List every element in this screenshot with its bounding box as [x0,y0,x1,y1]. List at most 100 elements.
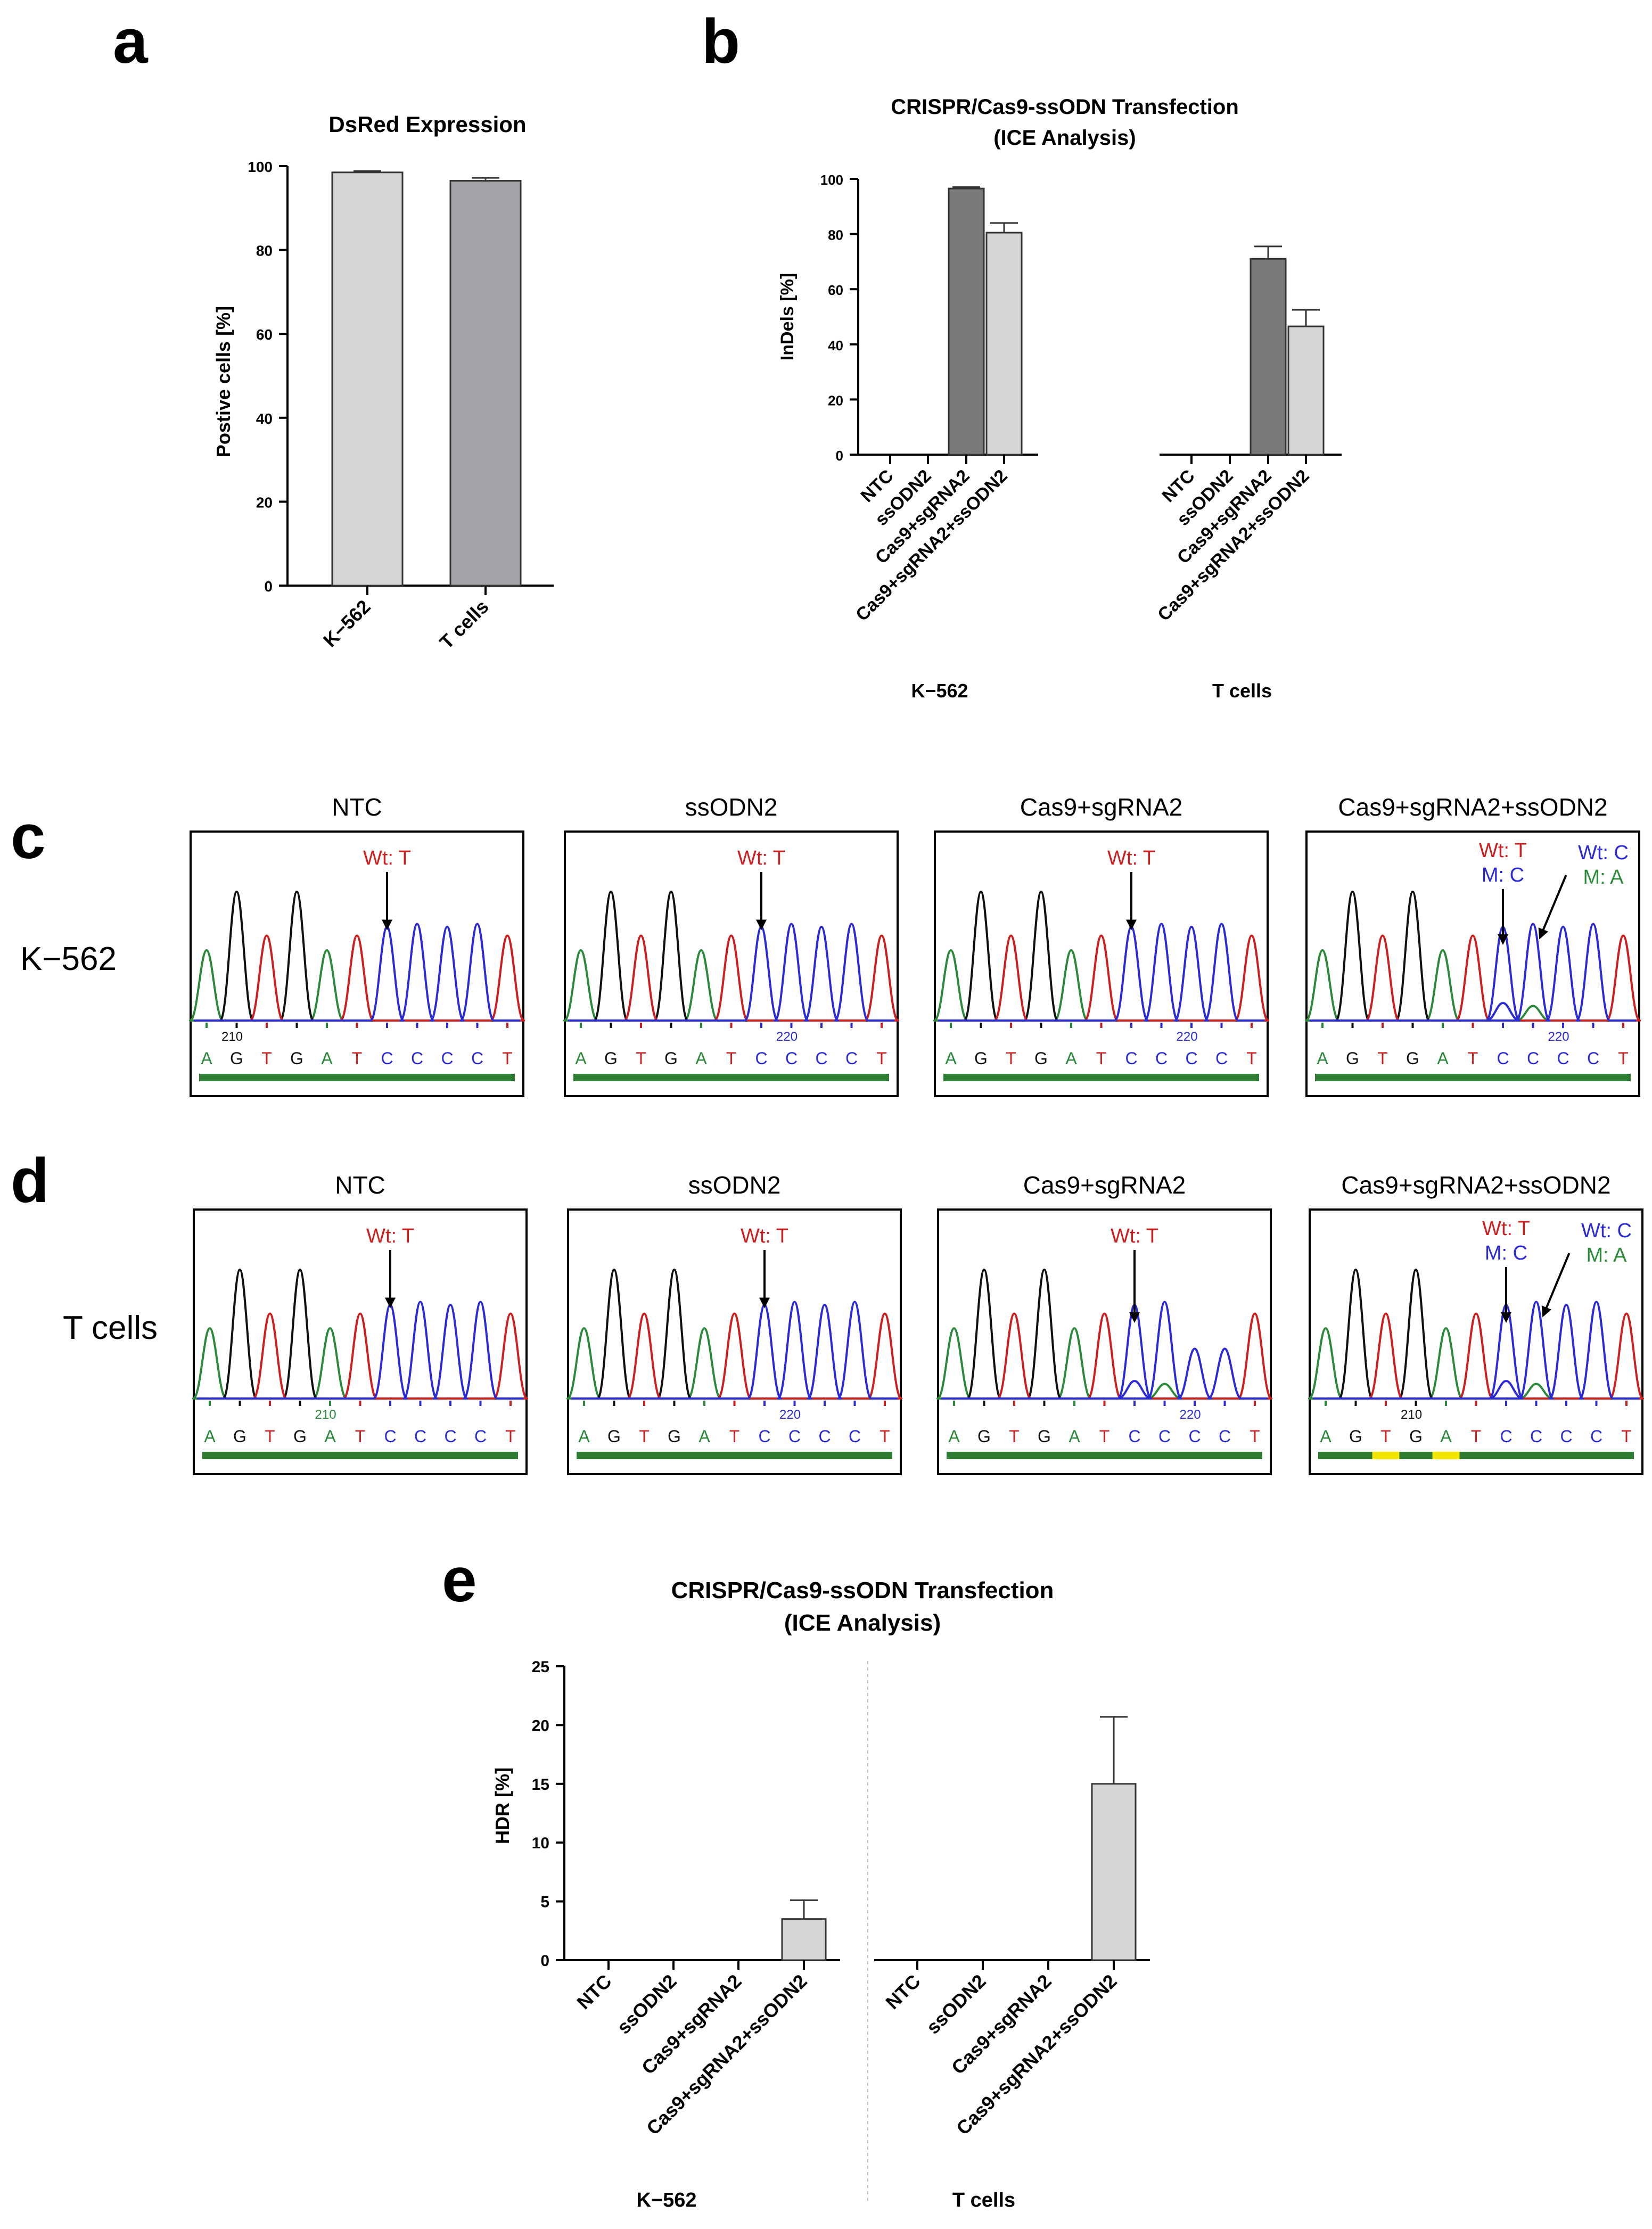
base-call-t: T [505,1427,516,1446]
panel-letter-b: b [702,6,740,77]
trace-c [568,923,894,1022]
position-label: 210 [221,1030,243,1044]
base-call-a: A [948,1427,960,1446]
base-call-a: A [1069,1427,1080,1446]
base-call-c: C [785,1049,798,1068]
base-call-t: T [1377,1049,1388,1068]
base-call-t: T [1250,1427,1260,1446]
arrow-head [756,919,767,931]
trace-c [1310,923,1636,1022]
y-tick-label: 10 [532,1835,549,1852]
base-call-a: A [321,1049,333,1068]
base-call-t: T [1380,1427,1391,1446]
quality-bar-low-segment [1432,1452,1460,1459]
chart-subtitle: (ICE Analysis) [784,1610,941,1636]
base-call-t: T [639,1427,650,1446]
base-call-c: C [1497,1049,1509,1068]
arrow-head [759,1297,770,1309]
chromatogram-frame [937,1208,1272,1475]
base-call-a: A [578,1427,590,1446]
y-tick-label: 100 [248,159,273,175]
position-label: 220 [1180,1408,1201,1422]
base-call-t: T [1468,1049,1478,1068]
x-tick-label: NTC [881,1970,924,2013]
chart-title: DsRed Expression [328,112,526,137]
base-call-t: T [880,1427,890,1446]
trace-a [936,1327,1268,1400]
y-tick-label: 80 [256,243,273,259]
base-call-c: C [1188,1427,1201,1446]
position-label: 220 [1548,1030,1569,1044]
bar-cas9-sgrna2-t-cells [1250,258,1287,456]
chromatogram-title: NTC [332,793,382,821]
base-call-c: C [1215,1049,1228,1068]
base-call-a: A [204,1427,216,1446]
trace-a [1308,1327,1639,1400]
panel-letter-d: d [11,1146,49,1216]
trace-t [938,934,1270,1022]
y-tick-label: 20 [256,494,273,511]
row-label-k562: K−562 [20,941,117,977]
y-tick-label: 60 [828,282,843,298]
chromatogram-title: Cas9+sgRNA2 [1020,793,1183,821]
arrow-head [1126,919,1137,931]
x-tick-label: ssODN2 [922,1970,990,2038]
base-call-g: G [290,1049,303,1068]
chromatogram-frame [934,830,1269,1097]
base-call-c: C [1128,1427,1140,1446]
base-call-c: C [471,1049,483,1068]
annotation-label: Wt: T [741,1225,788,1247]
arrow-head [1498,934,1508,945]
chromatogram-frame [1309,1208,1643,1475]
base-call-a: A [1317,1049,1328,1068]
annotation-label: Wt: T [1479,840,1527,862]
base-call-c: C [1500,1427,1512,1446]
panel-letter-a: a [113,6,149,77]
chromatogram-frame [193,1208,528,1475]
y-tick-label: 60 [256,326,273,343]
bar-cas9-sgrna2-ssodn2-t-cells [1091,1783,1137,1961]
base-call-c: C [1560,1427,1572,1446]
chromatogram-title: Cas9+sgRNA2 [1023,1171,1186,1199]
trace-a [1304,949,1636,1022]
base-call-t: T [1471,1427,1482,1446]
base-call-t: T [1009,1427,1020,1446]
y-axis-label: Postive cells [%] [212,306,234,457]
annotation-label: M: C [1482,864,1524,886]
arrow-head [385,1297,396,1309]
y-axis-label: HDR [%] [491,1767,513,1844]
quality-bar-low-segment [1372,1452,1400,1459]
y-tick-label: 0 [264,578,273,595]
arrow-shaft [1542,1253,1571,1315]
annotation-label: Wt: T [363,847,411,869]
base-call-t: T [726,1049,737,1068]
base-call-t: T [1099,1427,1110,1446]
base-call-t: T [876,1049,887,1068]
base-call-c: C [1155,1049,1168,1068]
base-call-g: G [1349,1427,1362,1446]
position-label: 210 [315,1408,336,1422]
panel-letter-c: c [11,802,46,872]
annotation-label: M: C [1485,1242,1527,1264]
quality-bar [199,1074,515,1081]
base-call-c: C [1590,1427,1602,1446]
base-call-c: C [788,1427,801,1446]
base-call-t: T [261,1049,272,1068]
chart-hdr: CRISPR/Cas9-ssODN Transfection (ICE Anal… [491,1577,1150,2211]
base-call-a: A [945,1049,957,1068]
trace-t [941,1312,1273,1400]
y-tick-label: 20 [828,392,843,408]
x-tick-label: NTC [572,1970,615,2013]
y-tick-label: 100 [820,172,843,188]
base-call-t: T [1621,1427,1632,1446]
trace-t [197,1312,529,1400]
base-call-g: G [293,1427,307,1446]
base-call-g: G [668,1427,681,1446]
base-call-t: T [1006,1049,1016,1068]
base-call-c: C [755,1049,767,1068]
base-call-t: T [502,1049,513,1068]
